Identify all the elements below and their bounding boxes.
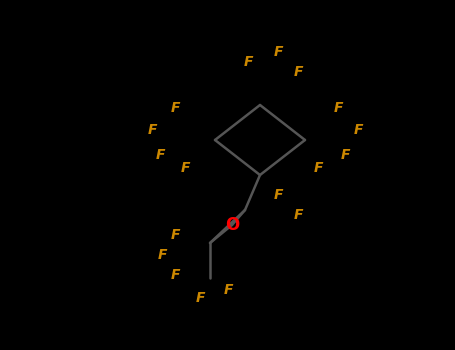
Text: F: F	[313, 161, 323, 175]
Text: F: F	[157, 248, 167, 262]
Text: F: F	[155, 148, 165, 162]
Text: F: F	[333, 101, 343, 115]
Text: F: F	[243, 55, 253, 69]
Text: F: F	[170, 101, 180, 115]
Text: F: F	[293, 65, 303, 79]
Text: F: F	[340, 148, 350, 162]
Text: F: F	[147, 123, 157, 137]
Text: F: F	[273, 45, 283, 59]
Text: F: F	[195, 291, 205, 305]
Text: F: F	[170, 228, 180, 242]
Text: F: F	[180, 161, 190, 175]
Text: F: F	[170, 268, 180, 282]
Text: O: O	[225, 216, 239, 234]
Text: F: F	[353, 123, 363, 137]
Text: F: F	[273, 188, 283, 202]
Text: F: F	[223, 283, 233, 297]
Text: F: F	[293, 208, 303, 222]
